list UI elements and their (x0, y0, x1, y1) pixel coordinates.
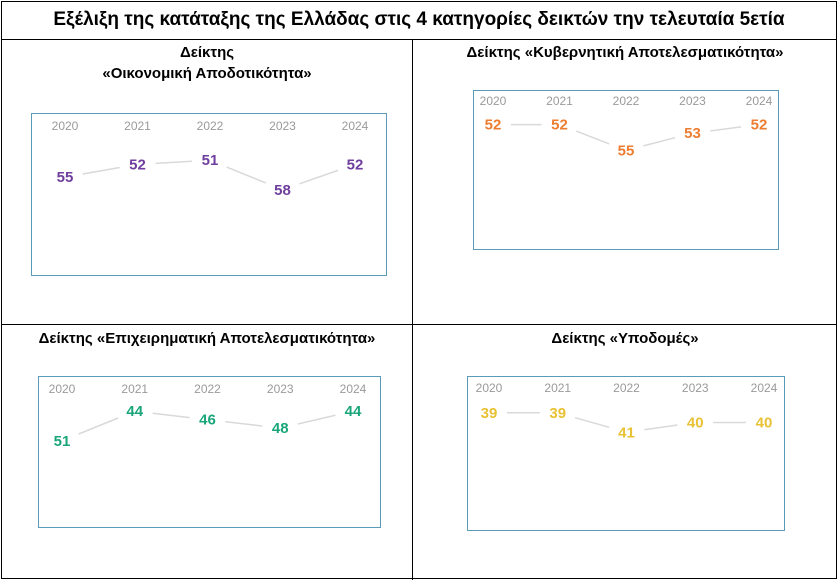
series-line-segment (644, 424, 678, 431)
panel-3-title: Δείκτης «Επιχειρηματική Αποτελεσματικότη… (2, 328, 412, 349)
series-line-segment (225, 420, 263, 427)
series-line-segment (299, 169, 339, 185)
series-line-segment (297, 414, 336, 425)
panel-1-title-line2: «Οικονομική Αποδοτικότητα» (102, 65, 312, 82)
panel-4-title-line1: Δείκτης «Υποδομές» (551, 330, 699, 347)
data-label: 52 (347, 156, 364, 173)
data-label: 48 (272, 420, 289, 437)
x-tick-label: 2022 (197, 119, 224, 133)
x-tick-label: 2024 (340, 382, 367, 396)
series-line-segment (643, 136, 676, 147)
x-tick-label: 2024 (751, 381, 778, 395)
chart-2-svg: 2020 2021 2022 2023 2024 52 52 55 53 52 (480, 94, 773, 159)
x-tick-label: 2022 (613, 381, 640, 395)
chart-3-svg: 2020 2021 2022 2023 2024 51 44 46 48 44 (49, 382, 367, 450)
data-label: 52 (551, 117, 568, 134)
series-line-segment (226, 166, 267, 184)
data-label: 53 (684, 125, 701, 142)
figure-title: Εξέλιξη της κατάταξης της Ελλάδας στις 4… (1, 1, 837, 40)
x-tick-label: 2020 (49, 382, 76, 396)
x-tick-label: 2021 (121, 382, 148, 396)
series-line-segment (576, 130, 610, 145)
x-tick-label: 2023 (267, 382, 294, 396)
panel-2-title: Δείκτης «Κυβερνητική Αποτελεσματικότητα» (413, 42, 837, 63)
chart-panel-3: 2020 2021 2022 2023 2024 51 44 46 48 44 (38, 376, 381, 528)
data-label: 41 (618, 424, 635, 441)
vertical-divider (412, 40, 413, 580)
x-tick-label: 2022 (194, 382, 221, 396)
data-label: 55 (618, 142, 635, 159)
x-tick-label: 2020 (476, 381, 503, 395)
series-line-segment (155, 160, 193, 165)
x-tick-label: 2023 (679, 94, 706, 108)
series-line-segment (78, 417, 119, 435)
data-label: 40 (687, 415, 704, 432)
data-label: 58 (274, 182, 291, 199)
data-label: 52 (129, 156, 146, 173)
data-label: 52 (751, 117, 768, 134)
x-tick-label: 2020 (52, 119, 79, 133)
x-tick-label: 2024 (342, 119, 369, 133)
horizontal-divider (1, 324, 837, 325)
series-line-segment (82, 166, 120, 175)
chart-panel-4: 2020 2021 2022 2023 2024 39 39 41 40 40 (467, 376, 785, 531)
x-tick-label: 2022 (613, 94, 640, 108)
data-label: 39 (549, 405, 566, 422)
panel-2-title-line1: Δείκτης «Κυβερνητική Αποτελεσματικότητα» (466, 44, 784, 61)
data-label: 40 (756, 415, 773, 432)
data-label: 51 (54, 433, 71, 450)
chart-4-svg: 2020 2021 2022 2023 2024 39 39 41 40 40 (476, 381, 778, 441)
x-tick-label: 2020 (480, 94, 507, 108)
x-tick-label: 2021 (544, 381, 571, 395)
panel-4-title: Δείκτης «Υποδομές» (413, 328, 837, 349)
chart-panel-1: 2020 2021 2022 2023 2024 55 52 51 58 52 (31, 113, 387, 276)
data-label: 44 (345, 403, 362, 420)
data-label: 55 (57, 169, 74, 186)
x-tick-label: 2024 (746, 94, 773, 108)
data-label: 44 (126, 403, 143, 420)
x-tick-label: 2023 (269, 119, 296, 133)
x-tick-label: 2023 (682, 381, 709, 395)
panel-1-title-line1: Δείκτης (179, 44, 235, 61)
data-label: 51 (202, 152, 219, 169)
chart-panel-2: 2020 2021 2022 2023 2024 52 52 55 53 52 (473, 90, 779, 250)
series-line-segment (574, 416, 610, 429)
panel-1-title: Δείκτης «Οικονομική Αποδοτικότητα» (2, 42, 412, 84)
data-label: 46 (199, 412, 216, 429)
panel-3-title-line1: Δείκτης «Επιχειρηματική Αποτελεσματικότη… (38, 330, 376, 347)
chart-1-svg: 2020 2021 2022 2023 2024 55 52 51 58 52 (52, 119, 369, 199)
x-tick-label: 2021 (546, 94, 573, 108)
data-label: 39 (481, 405, 498, 422)
series-line-segment (710, 126, 742, 132)
x-tick-label: 2021 (124, 119, 151, 133)
data-label: 52 (485, 117, 502, 134)
series-line-segment (152, 412, 190, 419)
